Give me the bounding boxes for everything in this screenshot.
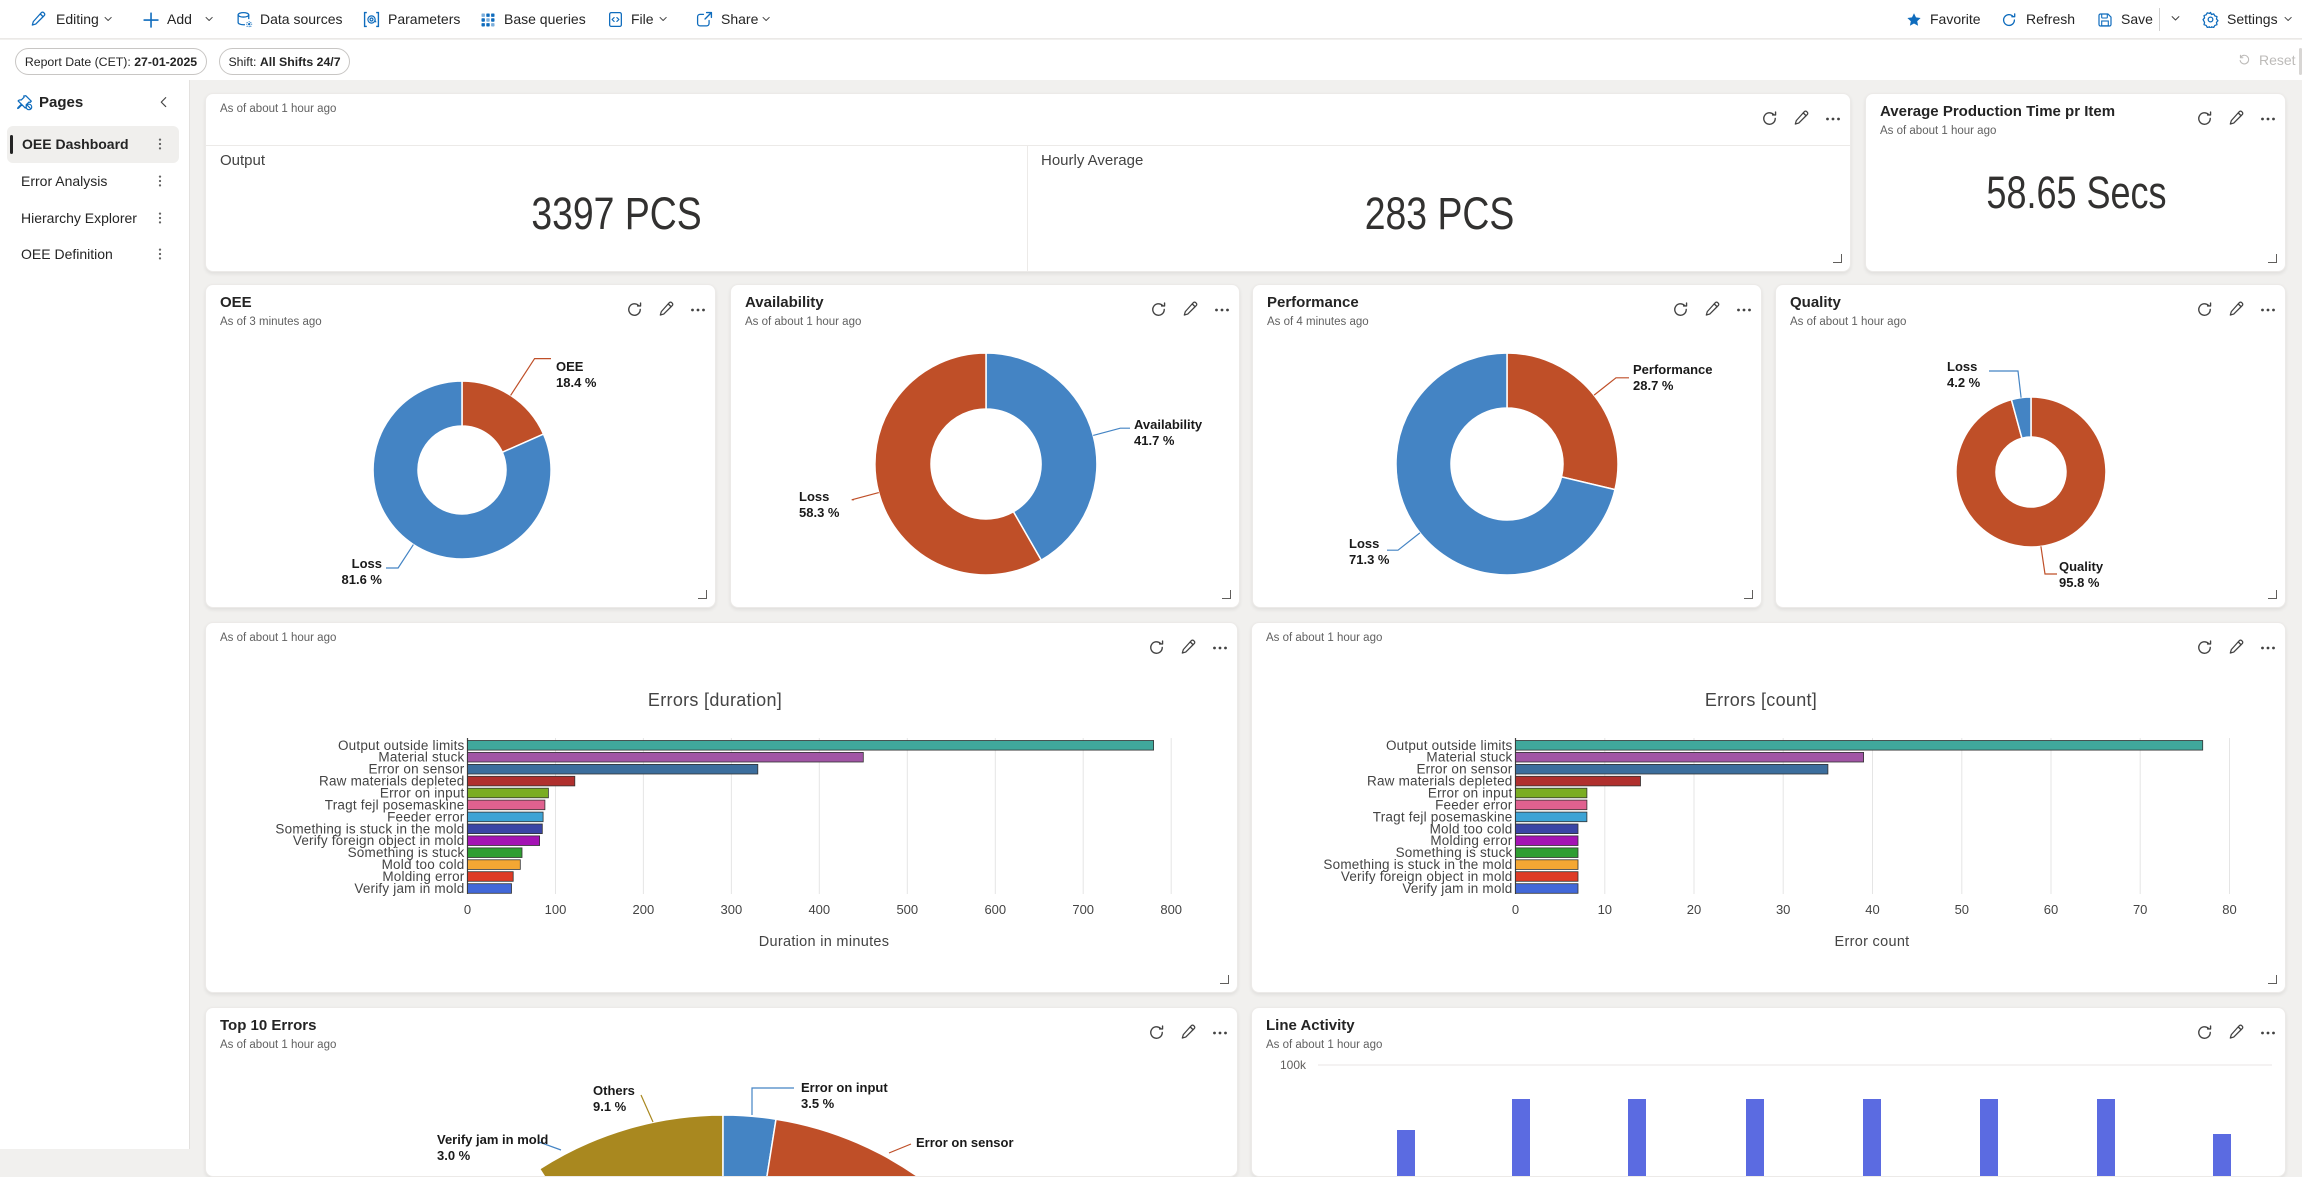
svg-text:20: 20	[1687, 902, 1701, 917]
svg-text:0: 0	[1512, 902, 1519, 917]
svg-text:Material stuck: Material stuck	[1426, 750, 1512, 765]
svg-text:300: 300	[721, 902, 743, 917]
svg-text:Loss: Loss	[799, 489, 829, 504]
svg-text:Verify jam in mold: Verify jam in mold	[1402, 881, 1512, 896]
svg-text:28.7 %: 28.7 %	[1633, 378, 1674, 393]
svg-text:700: 700	[1072, 902, 1094, 917]
svg-text:Others: Others	[593, 1083, 635, 1098]
svg-text:Duration in minutes: Duration in minutes	[759, 934, 890, 950]
svg-text:Error count: Error count	[1834, 934, 1909, 950]
svg-text:Tragt fejl posemaskine: Tragt fejl posemaskine	[325, 797, 465, 812]
svg-text:Error on sensor: Error on sensor	[368, 762, 464, 777]
svg-text:70: 70	[2133, 902, 2147, 917]
svg-text:18.4 %: 18.4 %	[556, 375, 597, 390]
svg-text:Output outside limits: Output outside limits	[1386, 738, 1513, 753]
svg-text:100: 100	[545, 902, 567, 917]
svg-text:Loss: Loss	[352, 556, 382, 571]
svg-text:Quality: Quality	[2059, 559, 2104, 574]
svg-text:Error on input: Error on input	[1428, 786, 1513, 801]
svg-text:Verify jam in mold: Verify jam in mold	[437, 1132, 548, 1147]
svg-text:400: 400	[808, 902, 830, 917]
svg-text:Something is stuck in the mold: Something is stuck in the mold	[1323, 857, 1512, 872]
svg-text:Performance: Performance	[1633, 362, 1712, 377]
svg-text:Output outside limits: Output outside limits	[338, 738, 465, 753]
svg-text:Loss: Loss	[1349, 536, 1379, 551]
svg-text:Errors [duration]: Errors [duration]	[648, 690, 782, 710]
svg-text:Error on input: Error on input	[801, 1080, 888, 1095]
svg-text:3.0 %: 3.0 %	[437, 1148, 471, 1163]
svg-text:OEE: OEE	[556, 359, 584, 374]
svg-text:Availability: Availability	[1134, 417, 1203, 432]
svg-text:Raw materials depleted: Raw materials depleted	[1367, 774, 1512, 789]
svg-text:Mold too cold: Mold too cold	[382, 857, 465, 872]
svg-text:Molding error: Molding error	[1430, 833, 1512, 848]
svg-text:71.3 %: 71.3 %	[1349, 552, 1390, 567]
svg-text:Feeder error: Feeder error	[387, 809, 465, 824]
svg-text:30: 30	[1776, 902, 1790, 917]
svg-text:41.7 %: 41.7 %	[1134, 433, 1175, 448]
svg-text:Something is stuck in the mold: Something is stuck in the mold	[275, 821, 464, 836]
svg-text:Molding error: Molding error	[382, 869, 464, 884]
svg-text:3.5 %: 3.5 %	[801, 1096, 835, 1111]
svg-text:4.2 %: 4.2 %	[1947, 375, 1981, 390]
svg-text:Error on input: Error on input	[380, 786, 465, 801]
svg-text:Tragt fejl posemaskine: Tragt fejl posemaskine	[1373, 809, 1513, 824]
svg-text:9.1 %: 9.1 %	[593, 1099, 627, 1114]
svg-text:Material stuck: Material stuck	[378, 750, 464, 765]
svg-text:Errors [count]: Errors [count]	[1705, 690, 1817, 710]
svg-text:0: 0	[464, 902, 471, 917]
svg-text:Verify foreign object in mold: Verify foreign object in mold	[293, 833, 465, 848]
svg-text:40: 40	[1865, 902, 1879, 917]
svg-text:Error on sensor: Error on sensor	[1416, 762, 1512, 777]
svg-text:Something is stuck: Something is stuck	[348, 845, 465, 860]
svg-text:Error on sensor: Error on sensor	[916, 1135, 1014, 1150]
svg-text:Mold too cold: Mold too cold	[1430, 821, 1513, 836]
svg-text:Feeder error: Feeder error	[1435, 797, 1513, 812]
svg-text:58.3 %: 58.3 %	[799, 505, 840, 520]
svg-text:80: 80	[2222, 902, 2236, 917]
svg-text:60: 60	[2044, 902, 2058, 917]
svg-text:95.8 %: 95.8 %	[2059, 575, 2100, 590]
svg-text:Raw materials depleted: Raw materials depleted	[319, 774, 464, 789]
svg-text:Verify jam in mold: Verify jam in mold	[354, 881, 464, 896]
svg-text:10: 10	[1598, 902, 1612, 917]
svg-text:800: 800	[1160, 902, 1182, 917]
svg-text:600: 600	[984, 902, 1006, 917]
svg-text:50: 50	[1955, 902, 1969, 917]
svg-text:500: 500	[896, 902, 918, 917]
svg-text:81.6 %: 81.6 %	[342, 572, 383, 587]
svg-text:Something is stuck: Something is stuck	[1396, 845, 1513, 860]
svg-text:200: 200	[633, 902, 655, 917]
svg-text:100k: 100k	[1280, 1058, 1307, 1072]
svg-text:Verify foreign object in mold: Verify foreign object in mold	[1341, 869, 1513, 884]
svg-text:Loss: Loss	[1947, 359, 1977, 374]
